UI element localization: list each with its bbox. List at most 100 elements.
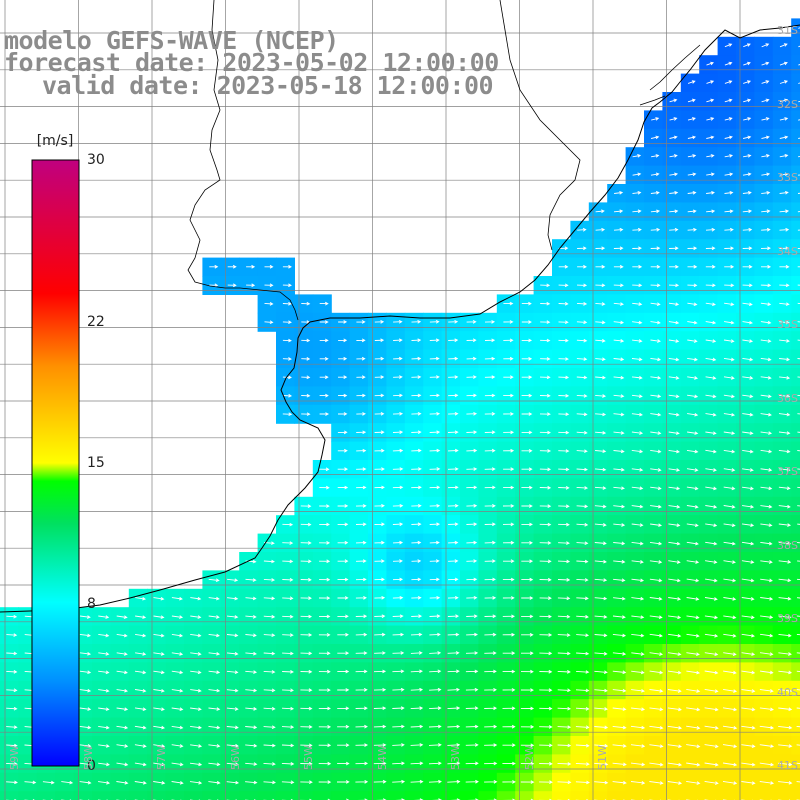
- wind-cell: [791, 165, 800, 185]
- wind-arrow: [667, 781, 683, 785]
- wind-arrow: [134, 725, 147, 730]
- wind-arrow: [134, 707, 147, 712]
- wind-arrow: [558, 338, 569, 343]
- wind-arrow: [779, 246, 790, 251]
- wind-arrow: [448, 559, 459, 563]
- wind-arrow: [668, 615, 682, 620]
- wind-arrow: [429, 319, 440, 324]
- wind-arrow: [410, 669, 423, 674]
- wind-arrow: [282, 596, 294, 601]
- wind-arrow: [761, 227, 771, 232]
- wind-arrow: [632, 302, 643, 306]
- wind-arrow: [576, 541, 589, 546]
- wind-arrow: [722, 725, 738, 730]
- wind-arrow: [413, 798, 424, 800]
- wind-arrow: [741, 689, 756, 693]
- wind-arrow: [79, 707, 92, 711]
- wind-arrow: [761, 117, 770, 121]
- wind-arrow: [300, 559, 312, 564]
- wind-arrow: [245, 596, 257, 601]
- wind-arrow: [742, 504, 755, 509]
- wind-arrow: [79, 762, 92, 767]
- wind-cell: [791, 349, 800, 369]
- wind-arrow: [448, 375, 459, 379]
- wind-arrow: [447, 503, 459, 508]
- wind-arrow: [98, 744, 110, 748]
- wind-arrow: [465, 743, 479, 747]
- wind-arrow: [595, 209, 605, 214]
- wind-arrow: [539, 725, 553, 729]
- wind-arrow: [374, 448, 385, 453]
- wind-arrow: [651, 154, 660, 158]
- wind-arrow: [779, 357, 791, 362]
- wind-arrow: [246, 264, 256, 269]
- wind-arrow: [705, 320, 717, 325]
- wind-cell: [515, 791, 535, 800]
- wind-arrow: [667, 652, 682, 656]
- wind-arrow: [520, 669, 534, 674]
- wind-arrow: [741, 597, 755, 601]
- wind-arrow: [319, 301, 329, 306]
- wind-arrow: [98, 780, 111, 785]
- wind-arrow: [797, 450, 800, 452]
- wind-arrow: [245, 780, 258, 785]
- wind-arrow: [282, 320, 292, 325]
- wind-arrow: [558, 283, 569, 288]
- wind-arrow: [503, 448, 515, 453]
- wind-arrow: [448, 411, 459, 416]
- wind-arrow: [521, 449, 533, 453]
- wind-arrow: [466, 577, 478, 582]
- wind-arrow: [761, 135, 770, 140]
- wind-arrow: [153, 725, 166, 730]
- wind-arrow: [337, 430, 348, 435]
- wind-arrow: [429, 503, 441, 508]
- wind-arrow: [356, 430, 367, 435]
- wind-arrow: [797, 266, 800, 268]
- wind-arrow: [704, 688, 719, 693]
- wind-arrow: [576, 375, 588, 380]
- wind-arrow: [337, 467, 349, 471]
- wind-arrow: [226, 743, 239, 748]
- wind-arrow: [410, 779, 424, 784]
- wind-arrow: [338, 320, 348, 324]
- wind-arrow: [686, 744, 701, 749]
- wind-arrow: [594, 688, 608, 693]
- wind-arrow: [631, 357, 643, 362]
- wind-arrow: [779, 135, 789, 140]
- wind-arrow: [687, 412, 699, 417]
- wind-arrow: [632, 209, 642, 214]
- wind-arrow: [760, 431, 773, 435]
- wind-arrow: [595, 431, 607, 435]
- wind-cell: [18, 791, 38, 800]
- wind-arrow: [429, 632, 441, 637]
- wind-arrow: [465, 706, 479, 710]
- wind-arrow: [393, 319, 403, 324]
- wind-arrow: [300, 577, 312, 582]
- wind-arrow: [502, 577, 515, 582]
- wind-cell: [791, 92, 800, 111]
- wind-arrow: [245, 651, 257, 656]
- wind-arrow: [798, 155, 800, 158]
- wind-arrow: [264, 283, 274, 288]
- wind-arrow: [650, 523, 663, 527]
- wind-cell: [791, 791, 800, 800]
- wind-arrow: [410, 724, 424, 729]
- wind-arrow: [704, 762, 719, 767]
- wind-arrow: [521, 559, 534, 564]
- wind-arrow: [429, 485, 441, 490]
- wind-arrow: [171, 707, 184, 712]
- wind-arrow: [761, 61, 770, 66]
- wind-arrow: [208, 670, 221, 675]
- wind-arrow: [429, 595, 441, 600]
- wind-arrow: [355, 706, 368, 711]
- wind-arrow: [392, 614, 404, 618]
- wind-arrow: [411, 485, 422, 490]
- wind-cell: [312, 791, 332, 800]
- wind-arrow: [263, 762, 276, 766]
- wind-arrow: [779, 302, 790, 306]
- wind-arrow: [503, 485, 515, 490]
- wind-arrow: [374, 632, 386, 637]
- wind-cell: [791, 699, 800, 719]
- wind-arrow: [649, 762, 664, 767]
- wind-arrow: [650, 320, 661, 325]
